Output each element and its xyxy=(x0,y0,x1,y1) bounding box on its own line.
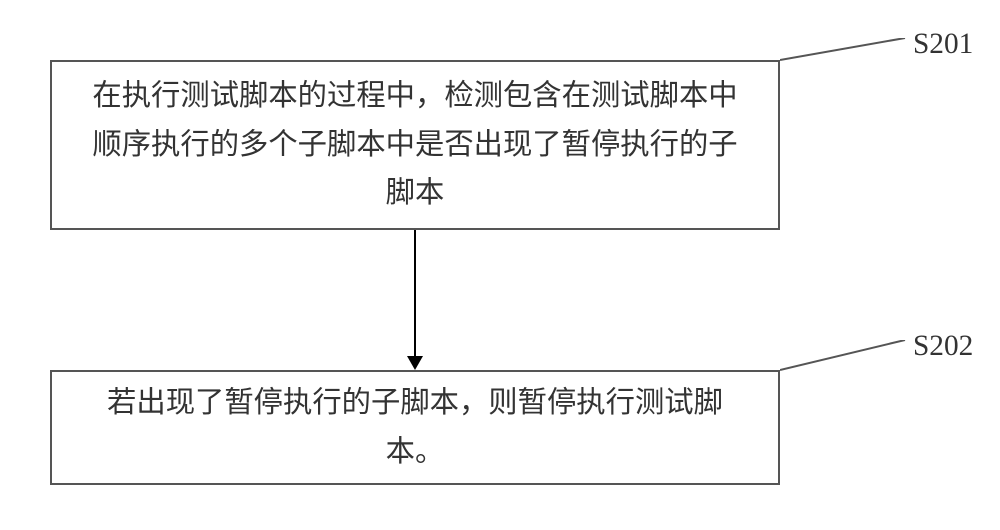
connector-arrow-head xyxy=(407,356,423,370)
leader-line-s201 xyxy=(780,38,907,62)
step-id: S202 xyxy=(913,330,973,362)
leader-line-segment xyxy=(780,38,905,60)
flowchart-canvas: 在执行测试脚本的过程中，检测包含在测试脚本中顺序执行的多个子脚本中是否出现了暂停… xyxy=(0,0,1000,530)
step-text: 若出现了暂停执行的子脚本，则暂停执行测试脚本。 xyxy=(92,379,738,476)
step-id: S201 xyxy=(913,28,973,60)
step-box-s202: 若出现了暂停执行的子脚本，则暂停执行测试脚本。 xyxy=(50,370,780,485)
connector-arrow-line xyxy=(414,230,416,356)
step-box-s201: 在执行测试脚本的过程中，检测包含在测试脚本中顺序执行的多个子脚本中是否出现了暂停… xyxy=(50,60,780,230)
step-label-s201: S201 xyxy=(913,28,973,61)
leader-line-s202 xyxy=(780,340,907,372)
step-label-s202: S202 xyxy=(913,330,973,363)
step-text: 在执行测试脚本的过程中，检测包含在测试脚本中顺序执行的多个子脚本中是否出现了暂停… xyxy=(92,72,738,217)
leader-line-segment xyxy=(780,340,905,370)
